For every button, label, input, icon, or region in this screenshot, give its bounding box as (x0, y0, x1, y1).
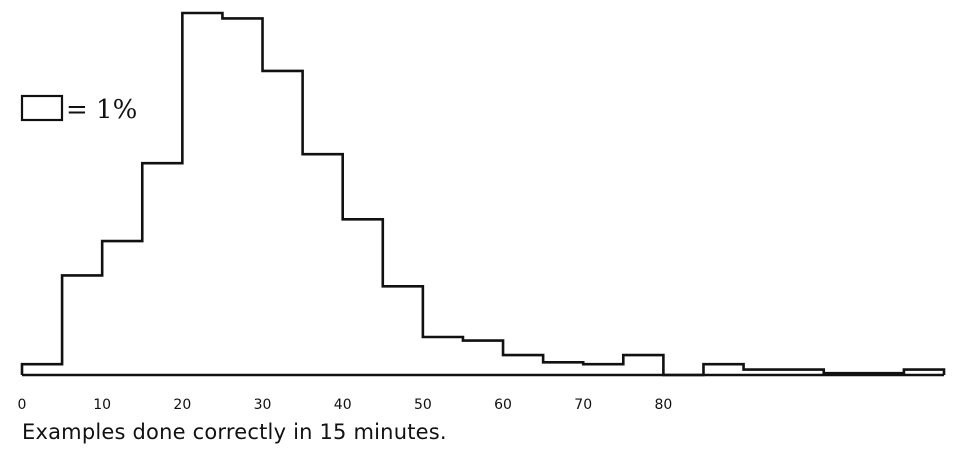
histogram-bar (222, 18, 262, 375)
x-tick-label: 60 (494, 397, 512, 413)
histogram-bar (263, 71, 303, 375)
histogram-bar (142, 163, 182, 375)
histogram-outline (20, 11, 946, 377)
histogram-bar (703, 364, 743, 375)
legend-swatch (20, 94, 64, 122)
x-tick-label: 80 (654, 397, 672, 413)
histogram-bar (463, 341, 503, 375)
x-tick-label: 20 (173, 397, 191, 413)
x-tick-label: 40 (334, 397, 352, 413)
x-tick-label: 30 (254, 397, 272, 413)
histogram-bar (423, 337, 463, 375)
histogram-bar (62, 275, 102, 375)
histogram-bar (623, 355, 663, 375)
x-tick-label: 10 (93, 397, 111, 413)
histogram-bar (503, 355, 543, 375)
histogram-bar (303, 154, 343, 375)
x-tick-label: 0 (18, 397, 27, 413)
histogram-bar (182, 13, 222, 375)
x-axis-label: Examples done correctly in 15 minutes. (22, 420, 447, 444)
x-tick-label: 50 (414, 397, 432, 413)
histogram-bar (583, 364, 623, 375)
x-axis-tick-labels: 0 10 20 30 40 50 60 70 80 (18, 397, 673, 413)
histogram-bar (22, 364, 62, 375)
histogram-bar (343, 219, 383, 375)
x-tick-label: 70 (574, 397, 592, 413)
histogram-bars (22, 13, 944, 375)
legend-label: = 1% (66, 95, 137, 125)
histogram-bar (102, 241, 142, 375)
legend: = 1% (20, 94, 137, 125)
histogram-bar (543, 362, 583, 375)
histogram-bar (383, 286, 423, 375)
